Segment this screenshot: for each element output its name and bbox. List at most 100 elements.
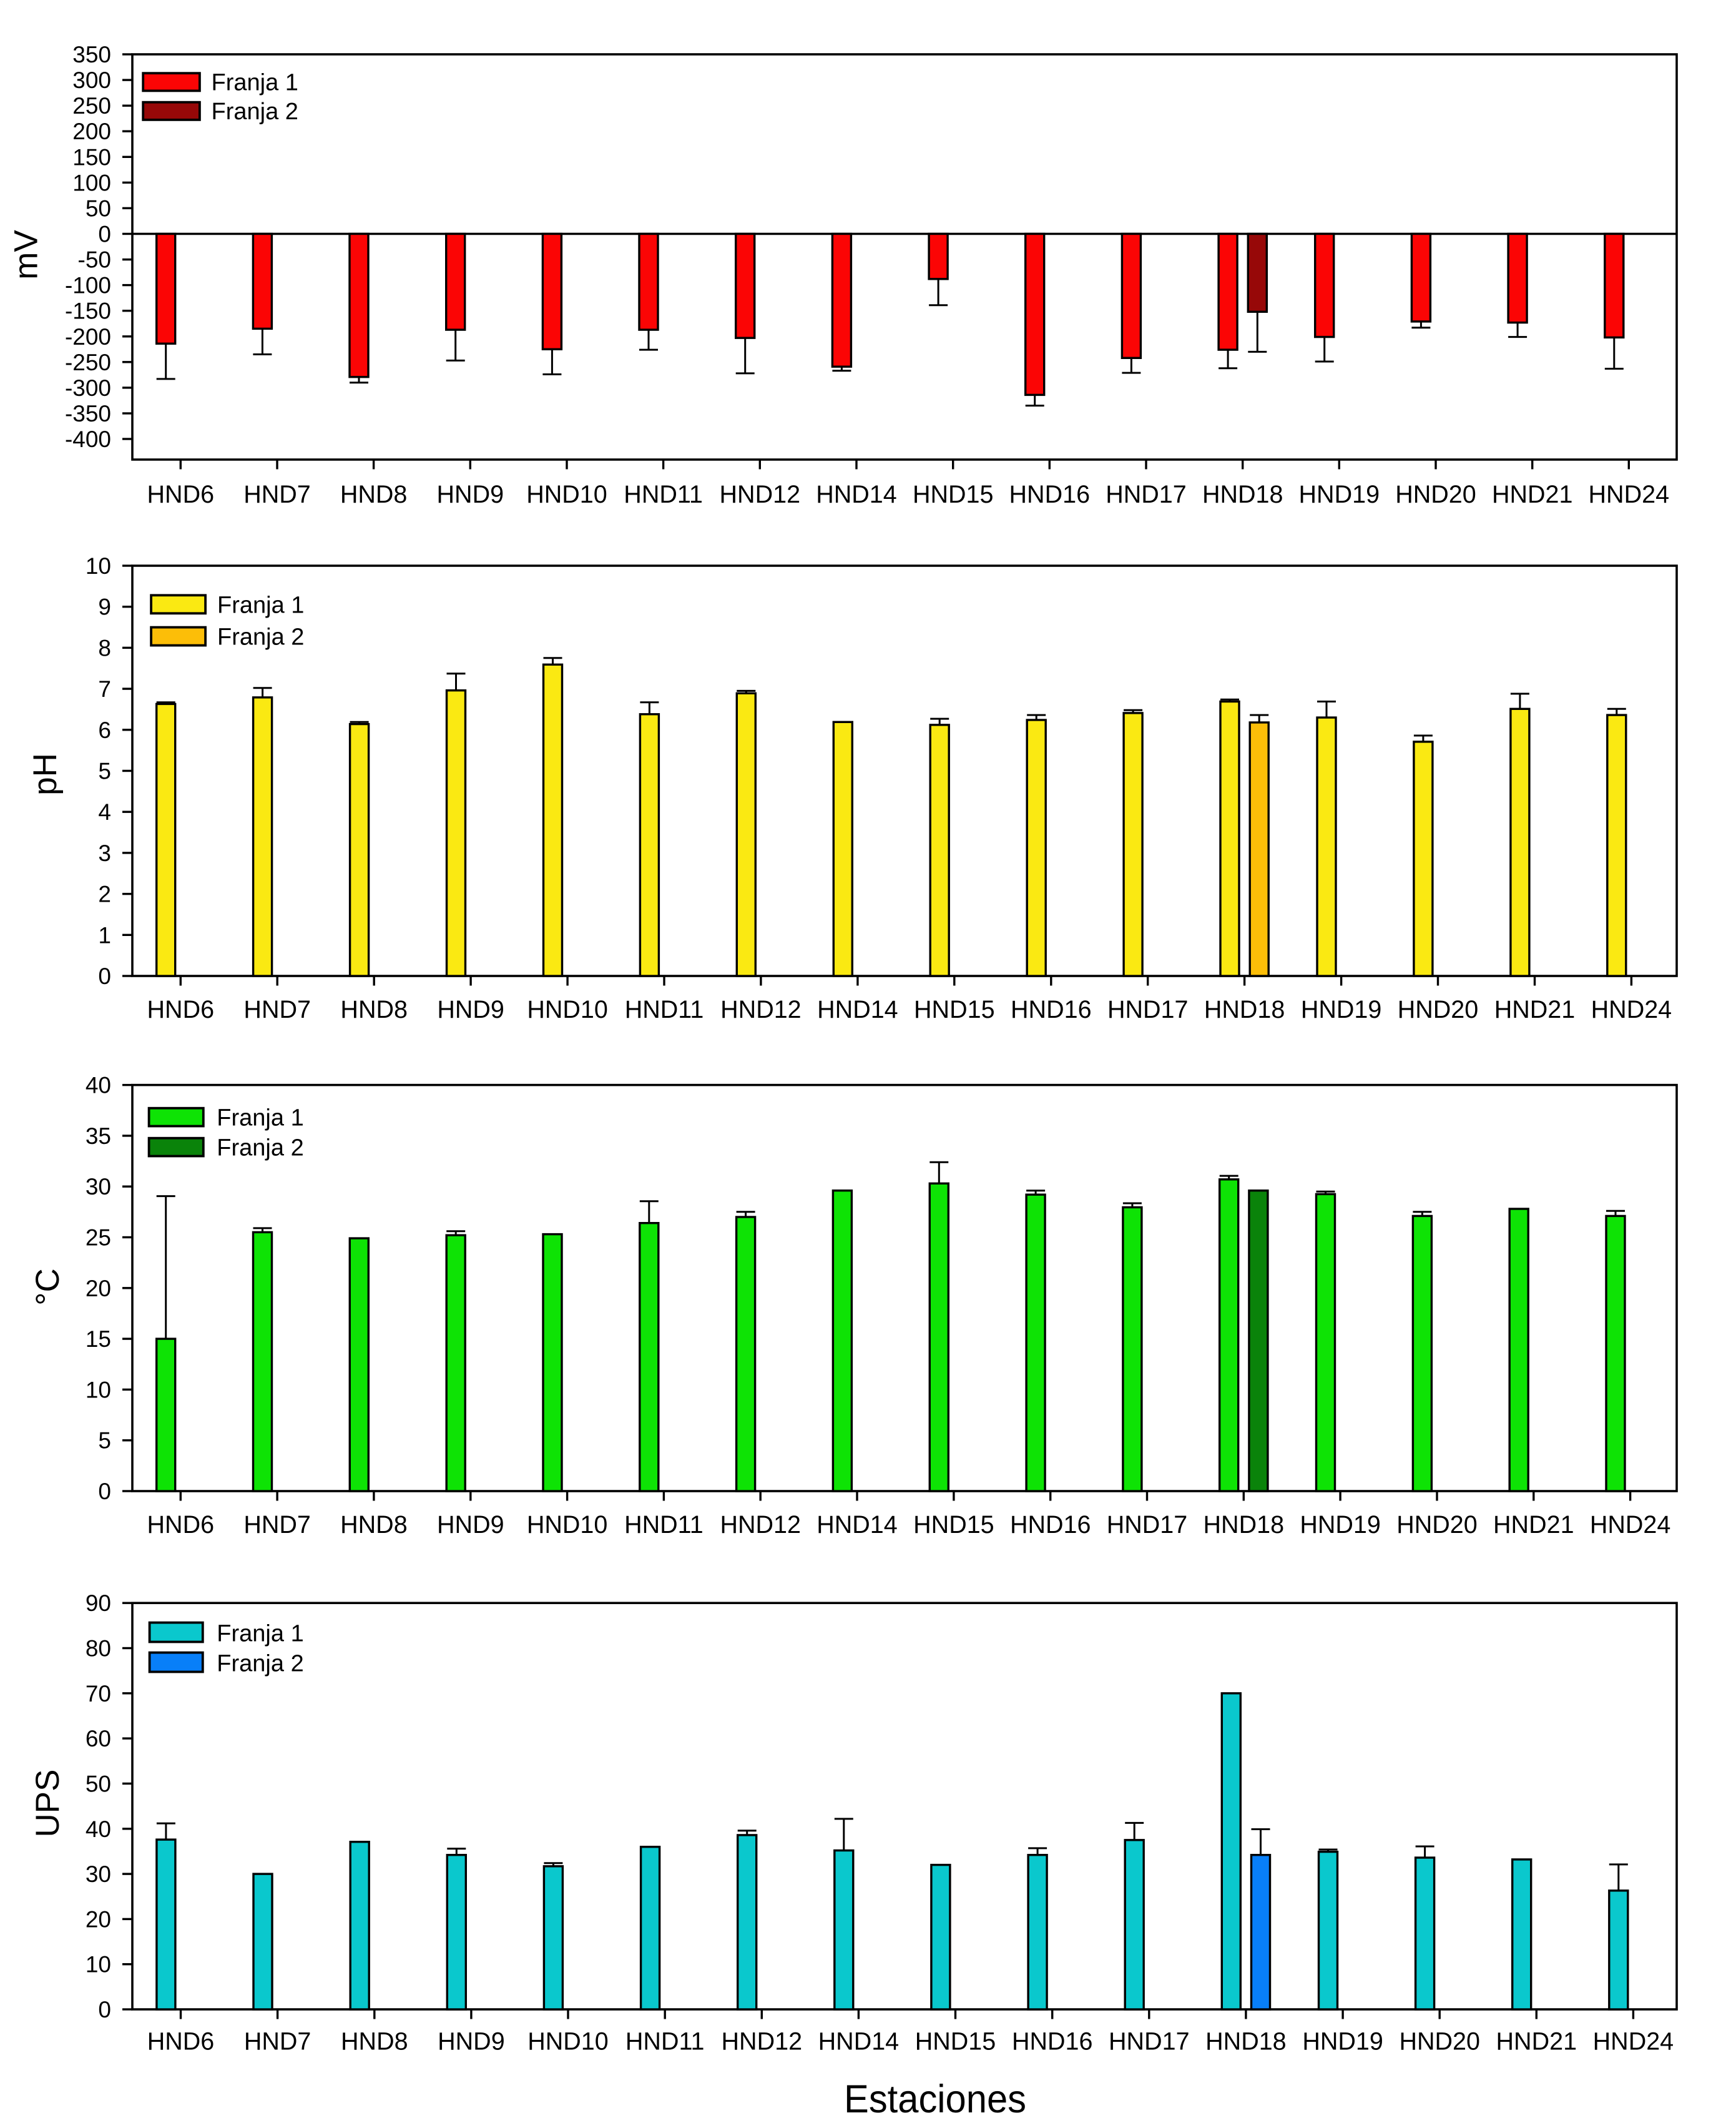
svg-text:HND9: HND9 (437, 481, 504, 508)
svg-text:30: 30 (86, 1174, 111, 1199)
svg-text:HND16: HND16 (1012, 2028, 1093, 2056)
svg-text:60: 60 (86, 1726, 111, 1751)
svg-text:HND8: HND8 (340, 481, 408, 508)
svg-text:HND17: HND17 (1106, 481, 1187, 508)
svg-text:3: 3 (98, 840, 111, 866)
svg-text:HND19: HND19 (1302, 2028, 1383, 2056)
svg-text:HND19: HND19 (1299, 481, 1380, 508)
svg-text:HND14: HND14 (817, 996, 898, 1023)
svg-text:HND10: HND10 (527, 996, 608, 1023)
svg-text:HND18: HND18 (1204, 996, 1285, 1023)
svg-text:mV: mV (8, 230, 45, 280)
svg-text:7: 7 (98, 676, 111, 702)
svg-text:HND11: HND11 (625, 2028, 705, 2056)
svg-text:HND12: HND12 (720, 996, 802, 1023)
svg-text:HND17: HND17 (1107, 996, 1189, 1023)
svg-text:40: 40 (86, 1816, 111, 1842)
svg-text:HND11: HND11 (624, 481, 703, 508)
svg-text:HND11: HND11 (624, 1511, 704, 1539)
svg-text:HND21: HND21 (1494, 996, 1576, 1023)
svg-text:1: 1 (98, 922, 111, 948)
svg-text:HND15: HND15 (913, 1511, 994, 1539)
svg-text:HND14: HND14 (816, 481, 897, 508)
svg-text:HND21: HND21 (1492, 481, 1573, 508)
svg-text:Franja 2: Franja 2 (217, 1135, 303, 1161)
svg-text:HND24: HND24 (1590, 1511, 1671, 1539)
svg-text:HND16: HND16 (1011, 996, 1092, 1023)
svg-text:100: 100 (72, 170, 111, 195)
svg-text:40: 40 (86, 1073, 111, 1098)
svg-text:HND18: HND18 (1205, 2028, 1287, 2056)
svg-text:HND11: HND11 (625, 996, 704, 1023)
svg-text:HND10: HND10 (526, 481, 607, 508)
svg-text:HND16: HND16 (1009, 481, 1091, 508)
svg-text:0: 0 (98, 1479, 111, 1504)
svg-text:HND6: HND6 (147, 996, 215, 1023)
svg-text:4: 4 (98, 799, 111, 825)
svg-text:35: 35 (86, 1123, 111, 1149)
svg-text:0: 0 (98, 1997, 111, 2022)
svg-text:HND21: HND21 (1493, 1511, 1574, 1539)
svg-text:pH: pH (27, 753, 64, 796)
svg-text:200: 200 (72, 119, 111, 144)
svg-text:HND14: HND14 (818, 2028, 900, 2056)
svg-text:15: 15 (86, 1326, 111, 1352)
svg-text:HND12: HND12 (720, 481, 801, 508)
svg-text:HND16: HND16 (1010, 1511, 1091, 1539)
svg-text:HND15: HND15 (914, 996, 995, 1023)
svg-text:HND6: HND6 (147, 1511, 215, 1539)
svg-text:50: 50 (86, 1771, 111, 1796)
svg-text:50: 50 (86, 195, 111, 221)
svg-text:HND8: HND8 (341, 2028, 408, 2056)
svg-text:25: 25 (86, 1225, 111, 1251)
svg-text:Franja 1: Franja 1 (217, 592, 304, 618)
svg-text:HND14: HND14 (817, 1511, 898, 1539)
svg-text:-400: -400 (65, 426, 111, 452)
svg-text:UPS: UPS (29, 1770, 66, 1838)
svg-text:30: 30 (86, 1861, 111, 1887)
svg-text:HND9: HND9 (437, 996, 504, 1023)
svg-text:80: 80 (86, 1636, 111, 1662)
svg-text:9: 9 (98, 594, 111, 620)
svg-text:HND20: HND20 (1399, 2028, 1480, 2056)
svg-text:20: 20 (86, 1906, 111, 1932)
svg-text:HND10: HND10 (527, 1511, 608, 1539)
svg-text:Estaciones: Estaciones (844, 2077, 1026, 2121)
svg-text:HND9: HND9 (437, 1511, 504, 1539)
svg-text:8: 8 (98, 635, 111, 661)
svg-text:90: 90 (86, 1590, 111, 1616)
svg-text:-250: -250 (65, 350, 111, 375)
svg-text:HND8: HND8 (340, 996, 408, 1023)
svg-text:300: 300 (72, 67, 111, 93)
svg-text:10: 10 (86, 1377, 111, 1402)
svg-text:150: 150 (72, 144, 111, 170)
svg-text:5: 5 (98, 759, 111, 784)
svg-text:10: 10 (86, 553, 111, 579)
svg-text:Franja 2: Franja 2 (212, 99, 298, 125)
svg-text:HND6: HND6 (147, 2028, 215, 2056)
svg-text:0: 0 (98, 222, 111, 247)
svg-text:10: 10 (86, 1952, 111, 1978)
svg-text:HND7: HND7 (243, 481, 311, 508)
svg-text:Franja 1: Franja 1 (217, 1105, 303, 1131)
svg-text:HND20: HND20 (1396, 1511, 1478, 1539)
svg-text:HND21: HND21 (1496, 2028, 1577, 2056)
svg-text:HND20: HND20 (1398, 996, 1479, 1023)
svg-text:HND9: HND9 (438, 2028, 505, 2056)
svg-text:HND24: HND24 (1591, 996, 1672, 1023)
svg-text:HND18: HND18 (1204, 1511, 1285, 1539)
svg-text:20: 20 (86, 1276, 111, 1301)
svg-text:HND8: HND8 (340, 1511, 408, 1539)
svg-text:350: 350 (72, 42, 111, 67)
svg-text:-350: -350 (65, 401, 111, 426)
svg-text:0: 0 (98, 963, 111, 989)
svg-text:HND6: HND6 (147, 481, 215, 508)
svg-text:5: 5 (98, 1428, 111, 1454)
svg-text:HND24: HND24 (1589, 481, 1670, 508)
svg-text:6: 6 (98, 717, 111, 743)
svg-text:Franja 1: Franja 1 (217, 1621, 303, 1647)
svg-text:HND15: HND15 (915, 2028, 996, 2056)
svg-text:HND7: HND7 (243, 996, 311, 1023)
svg-text:250: 250 (72, 93, 111, 119)
svg-text:HND12: HND12 (720, 1511, 801, 1539)
